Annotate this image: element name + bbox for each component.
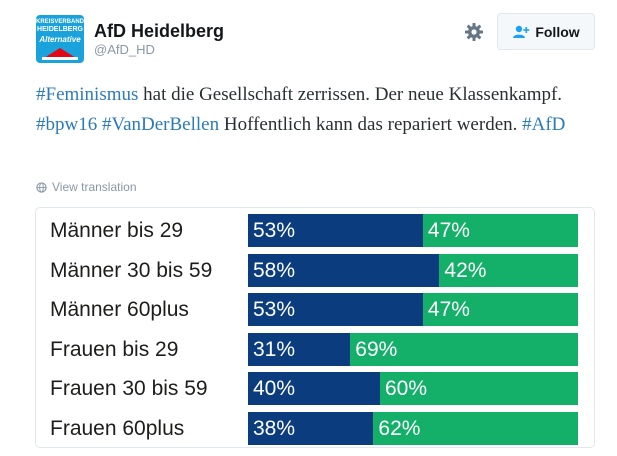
chart-row: Frauen 60plus 38% 62%	[36, 412, 594, 450]
hashtag-link[interactable]: #bpw16	[36, 114, 98, 135]
account-handle[interactable]: @AfD_HD	[94, 42, 155, 57]
bar-segment-left: 31%	[248, 332, 351, 366]
data-label: 38%	[253, 417, 296, 440]
stacked-bar: 38% 62%	[248, 412, 578, 445]
stacked-bar: 53% 47%	[248, 214, 578, 247]
data-label: 53%	[253, 298, 296, 322]
category-label: Frauen 30 bis 59	[50, 377, 208, 401]
globe-icon	[36, 181, 47, 193]
bar-segment-right: 42%	[439, 253, 578, 287]
tweet-text-segment: hat die Gesellschaft zerrissen. Der neue…	[138, 84, 563, 105]
data-label: 42%	[444, 258, 487, 282]
view-translation-link[interactable]: View translation	[36, 180, 137, 194]
category-label: Männer 30 bis 59	[50, 258, 213, 282]
avatar[interactable]: KREISVERBAND HEIDELBERG Alternative	[36, 15, 84, 63]
data-label: 47%	[427, 219, 470, 242]
bar-segment-left: 40%	[248, 372, 380, 406]
hashtag-link[interactable]: #Feminismus	[36, 84, 139, 105]
logo-arrow-icon	[42, 48, 78, 60]
bar-segment-right: 62%	[373, 412, 578, 445]
tweet-text-segment: Hoffentlich kann das repariert werden.	[219, 114, 523, 135]
stacked-bar: 31% 69%	[248, 332, 578, 366]
category-label: Männer bis 29	[50, 219, 184, 242]
bar-segment-left: 53%	[248, 214, 423, 247]
data-label: 31%	[253, 337, 296, 361]
data-label: 53%	[253, 219, 296, 242]
chart-row: Männer 30 bis 59 58% 42%	[36, 253, 594, 292]
bar-segment-right: 47%	[422, 214, 578, 247]
chart-row: Männer bis 29 53% 47%	[36, 214, 594, 252]
data-label: 40%	[253, 377, 296, 401]
bar-segment-right: 69%	[350, 332, 578, 366]
category-label: Frauen 60plus	[50, 417, 185, 440]
avatar-line-2: HEIDELBERG	[37, 26, 83, 33]
stacked-bar: 40% 60%	[248, 372, 578, 406]
bar-segment-right: 60%	[380, 372, 578, 406]
stacked-bar: 53% 47%	[248, 293, 578, 327]
gear-icon[interactable]	[463, 21, 485, 43]
bar-segment-left: 58%	[248, 253, 440, 287]
avatar-line-1: KREISVERBAND	[36, 19, 84, 25]
follow-label: Follow	[535, 23, 580, 40]
hashtag-link[interactable]: #AfD	[522, 114, 566, 135]
bar-segment-left: 53%	[248, 293, 423, 327]
account-name[interactable]: AfD Heidelberg	[94, 21, 225, 41]
category-label: Männer 60plus	[50, 298, 189, 322]
data-label: 62%	[378, 417, 421, 440]
bar-segment-left: 38%	[248, 412, 374, 445]
hashtag-link[interactable]: #VanDerBellen	[101, 114, 220, 135]
data-label: 69%	[355, 337, 398, 361]
stacked-bar: 58% 42%	[248, 253, 578, 287]
chart-image[interactable]: Männer bis 29 53% 47% Männer 30 bis 59 58% 42…	[35, 207, 595, 448]
add-user-icon	[513, 25, 530, 38]
avatar-line-3: Alternative	[39, 35, 81, 44]
category-label: Frauen bis 29	[50, 337, 179, 361]
bar-segment-right: 47%	[422, 293, 578, 327]
chart-row: Frauen 30 bis 59 40% 60%	[36, 372, 594, 410]
chart-row: Frauen bis 29 31% 69%	[36, 332, 594, 371]
data-label: 60%	[385, 377, 428, 401]
follow-button[interactable]: Follow	[497, 13, 595, 50]
chart-row: Männer 60plus 53% 47%	[36, 293, 594, 331]
tweet-text: #Feminismus hat die Gesellschaft zerriss…	[36, 80, 596, 140]
data-label: 47%	[427, 298, 470, 322]
view-translation-label: View translation	[52, 180, 137, 194]
data-label: 58%	[253, 258, 296, 282]
